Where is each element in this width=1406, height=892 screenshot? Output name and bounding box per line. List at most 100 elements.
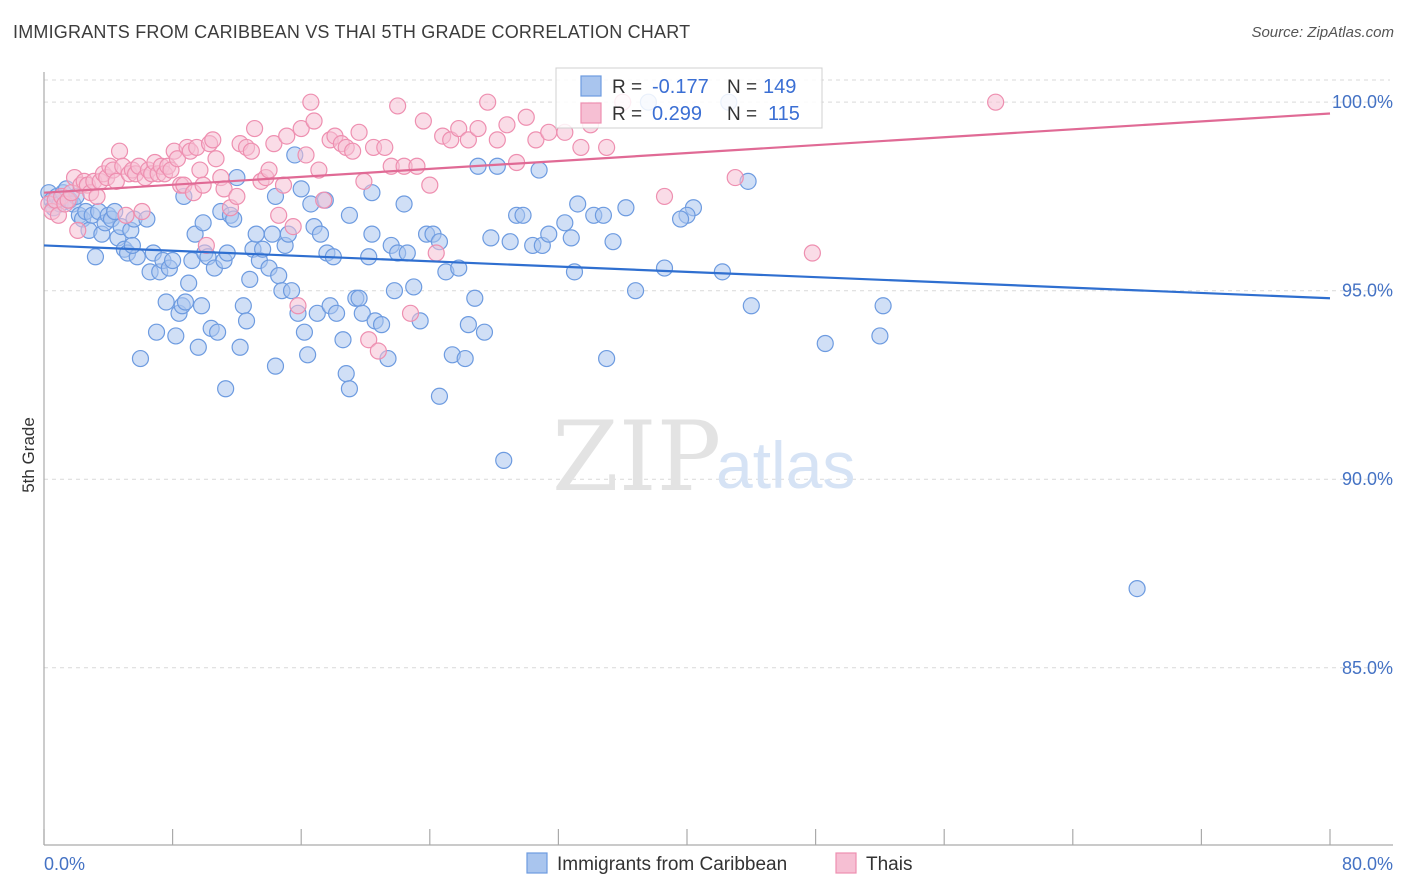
- data-point-thai: [598, 138, 616, 157]
- data-point-caribbean: [189, 338, 207, 356]
- stats-n-value-caribbean: 149: [763, 76, 796, 98]
- data-point-caribbean: [530, 161, 548, 179]
- data-point-caribbean: [334, 331, 352, 349]
- data-point-caribbean: [192, 297, 211, 315]
- data-point-caribbean: [488, 157, 506, 175]
- data-point-thai: [107, 172, 125, 190]
- data-point-thai: [376, 138, 394, 157]
- data-point-thai: [278, 127, 296, 145]
- data-point-thai: [427, 244, 445, 262]
- data-point-thai: [284, 218, 302, 236]
- data-point-thai: [369, 342, 387, 360]
- data-point-caribbean: [282, 282, 301, 300]
- data-point-thai: [245, 119, 264, 138]
- trend-layer: [43, 112, 1331, 300]
- data-point-thai: [197, 236, 215, 255]
- data-point-thai: [344, 142, 362, 160]
- stats-n-label-thai: N =: [727, 104, 757, 125]
- data-point-caribbean: [86, 248, 105, 266]
- data-point-thai: [274, 176, 293, 194]
- data-point-caribbean: [340, 380, 359, 398]
- data-point-thai: [726, 168, 744, 187]
- data-point-caribbean: [231, 338, 249, 356]
- grid-layer: [44, 79, 1390, 669]
- data-point-thai: [194, 176, 212, 194]
- data-point-caribbean: [131, 349, 150, 368]
- data-point-caribbean: [742, 297, 760, 315]
- data-point-caribbean: [456, 349, 474, 368]
- data-point-thai: [310, 161, 328, 179]
- data-point-caribbean: [459, 316, 477, 334]
- x-tick-label: 80.0%: [1342, 854, 1393, 874]
- data-point-caribbean: [266, 357, 285, 375]
- data-point-thai: [315, 191, 333, 209]
- data-point-caribbean: [157, 293, 175, 311]
- data-point-thai: [117, 206, 135, 224]
- points-layer: [40, 93, 1146, 598]
- data-point-caribbean: [360, 248, 378, 266]
- x-tick-label: 0.0%: [44, 854, 85, 874]
- data-point-caribbean: [292, 180, 310, 198]
- data-point-caribbean: [475, 323, 494, 341]
- data-point-thai: [459, 131, 477, 149]
- data-point-thai: [69, 221, 87, 239]
- legend-swatch-caribbean: [526, 852, 548, 874]
- data-point-caribbean: [217, 380, 235, 398]
- legend-label-thai: Thais: [866, 854, 912, 875]
- source-credit: Source: ZipAtlas.com: [1251, 24, 1394, 41]
- data-point-thai: [305, 112, 323, 130]
- data-point-thai: [469, 119, 487, 138]
- data-point-thai: [292, 119, 310, 138]
- chart-title: IMMIGRANTS FROM CARIBBEAN VS THAI 5TH GR…: [13, 22, 691, 42]
- data-point-thai: [488, 131, 506, 149]
- data-point-caribbean: [562, 229, 580, 247]
- data-point-thai: [355, 172, 373, 190]
- data-point-caribbean: [263, 225, 281, 243]
- data-point-caribbean: [405, 278, 423, 296]
- data-point-thai: [265, 135, 283, 153]
- data-point-caribbean: [617, 199, 635, 217]
- data-point-caribbean: [176, 293, 195, 311]
- data-point-thai: [207, 150, 225, 168]
- data-point-caribbean: [295, 323, 314, 341]
- data-point-caribbean: [626, 282, 645, 300]
- stats-legend-box: R = -0.177 N = 149 R = 0.299 N = 115: [555, 67, 823, 129]
- y-tick-label: 100.0%: [1332, 92, 1393, 112]
- data-point-caribbean: [327, 304, 346, 322]
- legend-label-caribbean: Immigrants from Caribbean: [557, 854, 787, 875]
- data-point-caribbean: [180, 274, 198, 292]
- data-point-thai: [803, 244, 821, 262]
- data-point-caribbean: [311, 225, 330, 243]
- data-point-caribbean: [164, 251, 182, 270]
- data-point-thai: [270, 206, 288, 224]
- data-point-caribbean: [123, 236, 142, 255]
- data-point-caribbean: [340, 206, 359, 224]
- stats-n-value-thai: 115: [768, 103, 800, 125]
- data-point-caribbean: [514, 206, 532, 224]
- stats-n-label-caribbean: N =: [727, 77, 757, 98]
- data-point-caribbean: [299, 346, 317, 364]
- data-point-thai: [408, 157, 426, 175]
- y-axis-title: 5th Grade: [19, 417, 38, 493]
- data-point-caribbean: [604, 233, 622, 251]
- y-tick-label: 85.0%: [1342, 658, 1393, 678]
- tick-labels: 85.0% 90.0% 95.0% 100.0% 0.0% 80.0%: [44, 92, 1393, 874]
- data-point-caribbean: [237, 312, 256, 330]
- data-point-thai: [389, 97, 407, 115]
- data-point-caribbean: [398, 244, 416, 262]
- data-point-thai: [297, 146, 315, 164]
- data-point-thai: [421, 176, 439, 194]
- data-point-caribbean: [337, 365, 355, 383]
- data-point-caribbean: [871, 327, 889, 345]
- data-point-thai: [572, 138, 590, 157]
- data-point-caribbean: [495, 451, 513, 469]
- data-point-caribbean: [556, 214, 574, 232]
- stats-swatch-caribbean: [580, 75, 602, 97]
- data-point-thai: [414, 112, 432, 130]
- data-point-caribbean: [1128, 579, 1146, 598]
- data-point-thai: [302, 93, 320, 111]
- data-point-thai: [191, 161, 209, 179]
- stats-r-label-caribbean: R =: [612, 77, 642, 98]
- data-point-thai: [168, 150, 187, 168]
- data-point-thai: [517, 108, 535, 126]
